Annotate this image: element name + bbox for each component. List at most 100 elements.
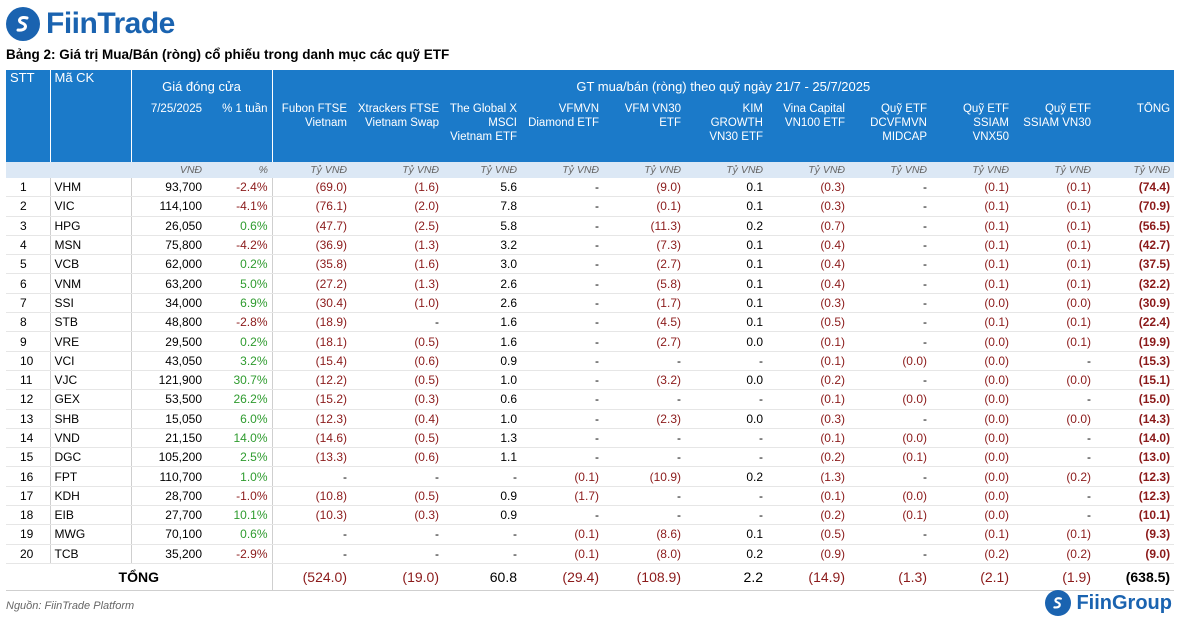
row-ticker: SHB [49, 409, 131, 429]
fiintrade-logo-text: FiinTrade [46, 7, 175, 40]
unit-fund: Tỷ VNĐ [931, 162, 1013, 178]
table-row: 3 HPG 26,050 0.6% (47.7) (2.5) 5.8- (11.3) 0.2 (0… [6, 216, 1175, 236]
row-fund-value: (1.3) [351, 273, 443, 294]
row-fund-value: - [685, 428, 767, 449]
row-fund-value: (0.0) [849, 351, 931, 371]
row-fund-value: 0.2 [685, 544, 767, 564]
row-fund-value: (1.7) [603, 293, 685, 314]
row-pct-week: 6.9% [206, 293, 273, 314]
row-fund-value: 2.6 [443, 273, 521, 294]
row-fund-value: (35.8) [272, 254, 351, 275]
etf-flows-table: STT Mã CK Giá đóng cửa GT mua/bán (ròng)… [6, 70, 1175, 591]
row-fund-value: (0.0) [931, 351, 1013, 371]
row-fund-value: (0.0) [1013, 293, 1095, 314]
row-fund-value: - [685, 389, 767, 410]
total-fund-value: 60.8 [443, 562, 521, 591]
row-fund-value: (13.3) [272, 447, 351, 468]
row-fund-value: (30.4) [272, 293, 351, 314]
row-fund-value: (0.5) [351, 331, 443, 352]
row-fund-value: (69.0) [272, 178, 351, 198]
row-stt: 18 [6, 505, 50, 526]
row-total: (19.9) [1095, 331, 1175, 352]
row-ticker: GEX [49, 389, 131, 410]
table-row: 13 SHB 15,050 6.0% (12.3) (0.4) 1.0- (2.3) 0.0 (0… [6, 409, 1175, 429]
row-fund-value: - [272, 466, 351, 487]
row-fund-value: - [849, 196, 931, 217]
row-total: (12.3) [1095, 486, 1175, 507]
row-fund-value: - [521, 409, 603, 429]
row-stt: 17 [6, 486, 50, 507]
row-fund-value: 1.0 [443, 409, 521, 429]
row-fund-value: - [849, 409, 931, 429]
row-fund-value: (7.3) [603, 235, 685, 256]
row-stt: 2 [6, 196, 50, 217]
row-fund-value: 1.3 [443, 428, 521, 449]
fiintrade-logo-icon [6, 7, 40, 41]
row-pct-week: -2.4% [206, 178, 273, 198]
row-fund-value: 0.9 [443, 486, 521, 507]
row-pct-week: 0.6% [206, 524, 273, 545]
table-row: 10 VCI 43,050 3.2% (15.4) (0.6) 0.9- - - (0.1) (0.… [6, 351, 1175, 371]
row-fund-value: 3.2 [443, 235, 521, 256]
table-row: 9 VRE 29,500 0.2% (18.1) (0.5) 1.6- (2.7) 0.0 (0.… [6, 331, 1175, 352]
row-fund-value: (0.5) [767, 312, 849, 333]
row-fund-value: (0.0) [931, 486, 1013, 507]
row-pct-week: 0.2% [206, 254, 273, 275]
row-fund-value: (0.4) [767, 254, 849, 275]
row-fund-value: (0.1) [931, 312, 1013, 333]
row-ticker: VND [49, 428, 131, 449]
row-fund-value: - [1013, 486, 1095, 507]
row-fund-value: (0.1) [521, 466, 603, 487]
row-fund-value: 0.1 [685, 196, 767, 217]
units-row: VNĐ % Tỷ VNĐ Tỷ VNĐ Tỷ VNĐ Tỷ VNĐ Tỷ VNĐ… [6, 162, 1175, 178]
row-stt: 11 [6, 370, 50, 391]
header-fund-1: Fubon FTSE Vietnam [272, 102, 351, 162]
row-fund-value: (1.3) [767, 466, 849, 487]
row-close-price: 15,050 [130, 409, 206, 429]
row-fund-value: - [1013, 447, 1095, 468]
row-fund-value: (0.1) [1013, 331, 1095, 352]
row-pct-week: -4.2% [206, 235, 273, 256]
row-fund-value: - [521, 178, 603, 198]
row-fund-value: (0.4) [351, 409, 443, 429]
row-fund-value: (1.7) [521, 486, 603, 507]
row-fund-value: (0.1) [931, 216, 1013, 236]
row-pct-week: -2.9% [206, 544, 273, 564]
row-stt: 12 [6, 389, 50, 410]
row-pct-week: 14.0% [206, 428, 273, 449]
table-row: 16 FPT 110,700 1.0% - - - (0.1) (10.9) 0.2 (1.3) -(… [6, 466, 1175, 487]
row-fund-value: (0.1) [849, 505, 931, 526]
row-ticker: VIC [49, 196, 131, 217]
row-fund-value: (2.7) [603, 331, 685, 352]
table-header: STT Mã CK Giá đóng cửa GT mua/bán (ròng)… [6, 70, 1175, 178]
row-fund-value: (11.3) [603, 216, 685, 236]
header-fund-5: VFM VN30 ETF [603, 102, 685, 162]
row-fund-value: (0.1) [603, 196, 685, 217]
row-fund-value: - [351, 312, 443, 333]
row-fund-value: - [521, 447, 603, 468]
row-fund-value: (0.6) [351, 351, 443, 371]
row-fund-value: (0.1) [931, 524, 1013, 545]
total-fund-value: (2.1) [931, 562, 1013, 591]
row-fund-value: (0.2) [1013, 466, 1095, 487]
row-pct-week: 5.0% [206, 273, 273, 294]
row-fund-value: - [521, 254, 603, 275]
row-fund-value: 2.6 [443, 293, 521, 314]
table-body: 1 VHM 93,700 -2.4% (69.0) (1.6) 5.6- (9.0) 0.1 (0… [6, 178, 1175, 564]
row-fund-value: - [521, 351, 603, 371]
row-fund-value: 0.9 [443, 505, 521, 526]
row-fund-value: - [1013, 428, 1095, 449]
row-fund-value: (0.0) [931, 466, 1013, 487]
row-fund-value: (0.4) [767, 273, 849, 294]
row-close-price: 114,100 [130, 196, 206, 217]
row-close-price: 28,700 [130, 486, 206, 507]
header-fund-6: KIM GROWTH VN30 ETF [685, 102, 767, 162]
row-fund-value: 0.1 [685, 178, 767, 198]
row-fund-value: (0.0) [931, 293, 1013, 314]
row-fund-value: 0.1 [685, 254, 767, 275]
row-fund-value: (2.5) [351, 216, 443, 236]
row-fund-value: - [521, 196, 603, 217]
row-fund-value: (0.0) [931, 409, 1013, 429]
row-fund-value: (0.4) [767, 235, 849, 256]
row-ticker: VCI [49, 351, 131, 371]
